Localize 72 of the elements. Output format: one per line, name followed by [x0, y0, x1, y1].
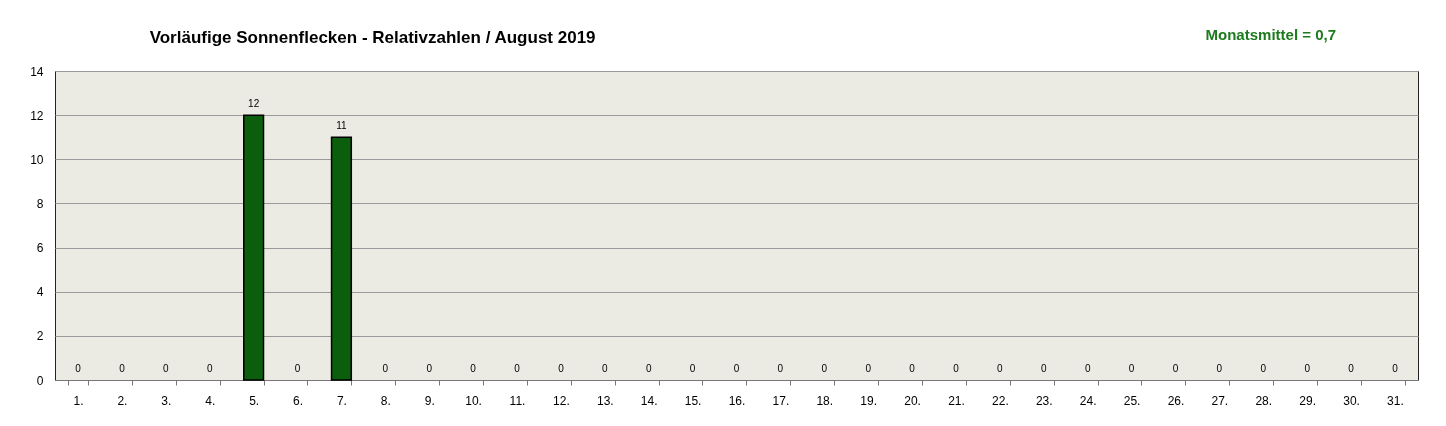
x-tick-label: 25.	[1123, 393, 1141, 408]
data-label: 0	[602, 363, 609, 374]
data-label: 0	[1041, 363, 1047, 374]
data-label: 0	[558, 363, 565, 374]
x-tick-label: 13.	[596, 393, 614, 408]
data-label: 0	[1348, 363, 1355, 374]
data-label: 0	[1216, 363, 1223, 374]
x-tick-label: 16.	[728, 393, 746, 408]
x-tick-label: 5.	[249, 393, 260, 408]
data-label: 0	[997, 363, 1004, 374]
data-label: 0	[514, 363, 521, 374]
x-tick-label: 9.	[424, 393, 435, 408]
x-tick-label: 27.	[1211, 393, 1229, 408]
text: Monatsmittel = 0,7	[1205, 26, 1336, 43]
data-label: 0	[163, 363, 170, 374]
data-label: 0	[382, 363, 389, 374]
x-tick-label: 28.	[1255, 393, 1273, 408]
x-tick-label: 29.	[1299, 393, 1316, 408]
data-label: 11	[336, 120, 348, 132]
x-tick-label: 21.	[948, 393, 965, 408]
y-tick-label: 10	[30, 152, 44, 167]
data-label: 0	[294, 363, 301, 374]
data-label: 0	[470, 363, 477, 374]
data-label: 0	[821, 363, 828, 374]
x-tick-label: 2.	[117, 393, 128, 408]
y-tick-label: 14	[30, 64, 44, 79]
data-label: 0	[119, 363, 126, 374]
data-label: 0	[1172, 363, 1179, 374]
data-label: 0	[865, 363, 872, 374]
x-tick-label: 14.	[640, 393, 658, 408]
x-tick-label: 3.	[161, 393, 172, 408]
y-tick-label: 8	[36, 196, 44, 211]
x-tick-label: 11.	[509, 393, 526, 408]
data-label: 12	[248, 98, 260, 110]
x-tick-label: 22.	[992, 393, 1009, 408]
y-tick-label: 0	[36, 373, 44, 388]
data-label: 0	[953, 363, 960, 374]
data-label: 0	[1128, 363, 1135, 374]
y-tick-label: 2	[36, 329, 44, 344]
x-tick-label: 19.	[860, 393, 878, 408]
data-label: 0	[75, 363, 82, 374]
y-tick-label: 4	[36, 285, 44, 300]
y-tick-label: 6	[36, 241, 44, 256]
data-label: 0	[689, 363, 696, 374]
x-tick-label: 20.	[904, 393, 921, 408]
y-tick-label: 12	[30, 108, 44, 123]
x-tick-label: 12.	[553, 393, 570, 408]
data-label: 0	[1260, 363, 1267, 374]
x-tick-label: 17.	[772, 393, 790, 408]
data-label: 0	[909, 363, 916, 374]
x-tick-label: 8.	[380, 393, 391, 408]
x-tick-label: 15.	[684, 393, 702, 408]
x-tick-label: 10.	[465, 393, 482, 408]
data-label: 0	[206, 363, 213, 374]
x-tick-label: 18.	[816, 393, 834, 408]
x-tick-label: 31.	[1387, 393, 1404, 408]
x-tick-label: 6.	[293, 393, 304, 408]
data-label: 0	[1392, 363, 1399, 374]
x-tick-label: 7.	[336, 393, 347, 408]
data-label: 0	[1304, 363, 1311, 374]
x-tick-label: 30.	[1343, 393, 1360, 408]
chart-title: Vorläufige Sonnenflecken - Relativzahlen / August 2019	[149, 28, 596, 47]
x-tick-label: 26.	[1167, 393, 1185, 408]
data-label: 0	[777, 363, 784, 374]
x-tick-label: 1.	[73, 393, 84, 408]
data-label: 0	[1084, 363, 1091, 374]
x-tick-label: 24.	[1079, 393, 1097, 408]
x-tick-label: 23.	[1035, 393, 1053, 408]
data-label: 0	[426, 363, 433, 374]
x-tick-label: 4.	[205, 393, 216, 408]
data-label: 0	[733, 363, 740, 374]
data-label: 0	[645, 363, 652, 374]
